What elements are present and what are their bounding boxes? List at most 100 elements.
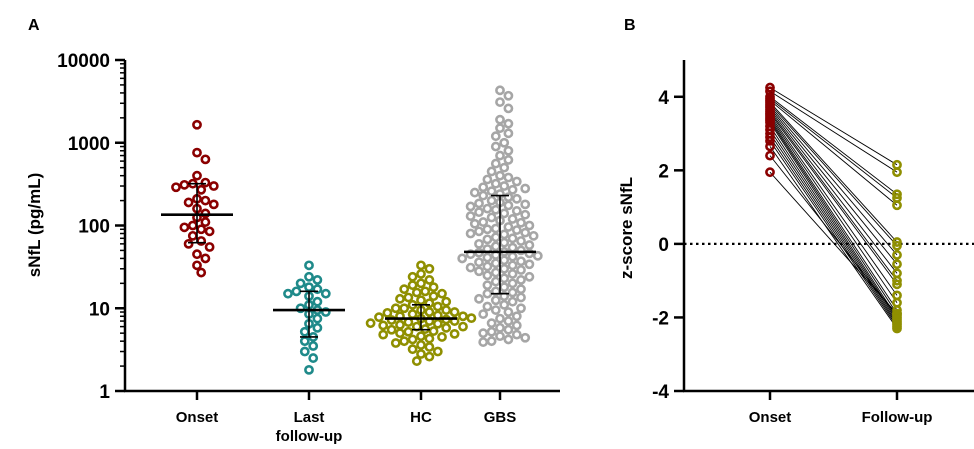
panel-a-data-point: [490, 276, 501, 287]
panel-a-data-point: [516, 217, 526, 228]
panel-a-data-point: [503, 316, 514, 326]
panel-a-data-point: [495, 85, 505, 96]
panel-a-data-point: [465, 211, 476, 221]
panel-a-data-point: [507, 296, 518, 307]
panel-a-data-point: [486, 318, 497, 329]
panel-a-data-point: [304, 260, 314, 271]
panel-a-data-point: [424, 263, 435, 274]
panel-a-data-point: [490, 141, 501, 152]
panel-b-pair-line: [769, 120, 898, 315]
panel-a-data-point: [466, 313, 477, 324]
panel-a-x-tick-label: HC: [410, 409, 432, 426]
panel-b-data-point: [892, 237, 902, 247]
panel-b-pair-line: [769, 101, 898, 243]
panel-a-data-point: [478, 190, 489, 201]
panel-a-data-point: [495, 97, 505, 107]
panel-a-data-point: [516, 303, 526, 314]
panel-a-data-point: [183, 238, 194, 249]
panel-b-x-tick-label: Follow-up: [862, 409, 933, 426]
panel-a-data-point: [171, 182, 181, 193]
panel-b-y-tick-label: 0: [658, 235, 669, 256]
panel-a-data-point: [499, 273, 510, 284]
panel-a-data-point: [520, 332, 531, 343]
panel-a-data-point: [482, 270, 493, 281]
panel-a-data-point: [532, 250, 543, 261]
panel-a-data-point: [403, 292, 414, 303]
panel-a-data-point: [474, 207, 484, 218]
panel-a-data-point: [495, 114, 505, 125]
panel-a-data-point: [378, 329, 389, 340]
panel-a-data-point: [503, 200, 514, 211]
panel-a-y-tick-label: 10: [89, 299, 110, 320]
panel-a-data-point: [516, 236, 526, 246]
panel-a-data-point: [411, 356, 422, 366]
panel-a-data-point: [407, 280, 418, 291]
panel-a-data-point: [378, 320, 389, 331]
panel-a-data-point: [424, 307, 435, 317]
panel-a-data-point: [283, 288, 293, 299]
panel-a-data-point: [524, 220, 535, 231]
panel-a-data-point: [416, 349, 426, 359]
panel-b-data-point: [765, 141, 775, 152]
panel-b-pair-line: [769, 118, 898, 311]
panel-a-data-point: [179, 179, 190, 190]
panel-a-data-point: [424, 342, 435, 352]
panel-a-data-point: [428, 326, 439, 336]
panel-b-pair-line: [769, 98, 898, 199]
panel-a-data-point: [399, 284, 410, 295]
panel-a-data-point: [449, 307, 460, 317]
panel-a-data-point: [312, 284, 323, 295]
panel-a-y-tick-label: 1000: [68, 134, 110, 155]
panel-a-data-point: [490, 204, 501, 215]
panel-a-data-point: [507, 214, 518, 224]
panel-a-data-point: [308, 353, 319, 363]
panel-b-data-point: [892, 189, 902, 200]
panel-a-data-point: [196, 224, 207, 235]
panel-a: A sNfL (pg/mL) 1 10 100 1000 10000 Onset Last…: [25, 17, 560, 445]
panel-b-pair-line: [769, 111, 898, 281]
panel-b-data-point: [765, 132, 775, 143]
panel-a-data-point: [374, 312, 384, 323]
panel-a-data-point: [516, 292, 526, 303]
panel-a-data-point: [495, 170, 505, 181]
panel-a-data-point: [304, 271, 314, 282]
panel-b-data-point: [765, 82, 775, 93]
panel-a-data-point: [503, 192, 514, 203]
panel-a-data-point: [516, 256, 526, 267]
panel-b-data-point: [892, 279, 902, 290]
panel-a-data-point: [192, 260, 202, 271]
panel-a-data-point: [386, 315, 397, 325]
panel-b-data-point: [892, 240, 902, 251]
panel-a-data-point: [299, 326, 310, 337]
panel-a-data-point: [200, 154, 211, 165]
panel-a-data-point: [482, 174, 493, 185]
panel-a-data-point: [507, 269, 518, 279]
panel-a-data-point: [200, 195, 211, 206]
panel-a-data-point: [486, 186, 497, 197]
panel-a-data-point: [403, 326, 414, 337]
panel-a-data-point: [507, 242, 518, 253]
panel-a-data-point: [490, 295, 501, 306]
panel-b-pair-line: [769, 125, 898, 320]
panel-a-data-point: [511, 193, 522, 204]
panel-b-pair-line: [769, 100, 898, 206]
panel-b-data-point: [765, 136, 775, 146]
panel-a-data-point: [482, 203, 493, 214]
panel-a-data-point: [179, 222, 190, 233]
panel-a-data-point: [486, 195, 497, 206]
panel-a-data-point: [507, 233, 518, 244]
panel-a-data-point: [511, 225, 522, 235]
panel-a-data-point: [474, 238, 484, 249]
panel-a-y-tick-label: 10000: [57, 51, 110, 72]
panel-b-pair-line: [769, 87, 898, 166]
panel-a-data-point: [490, 267, 501, 278]
panel-a-data-point: [308, 341, 319, 351]
panel-b-pair-line: [769, 113, 898, 285]
panel-a-data-point: [295, 303, 306, 314]
panel-a-data-point: [478, 328, 489, 339]
panel-a-data-point: [416, 331, 426, 342]
panel-a-data-point: [503, 324, 514, 335]
panel-a-data-point: [520, 227, 531, 238]
panel-a-data-point: [441, 305, 452, 315]
panel-a-data-point: [503, 334, 514, 345]
